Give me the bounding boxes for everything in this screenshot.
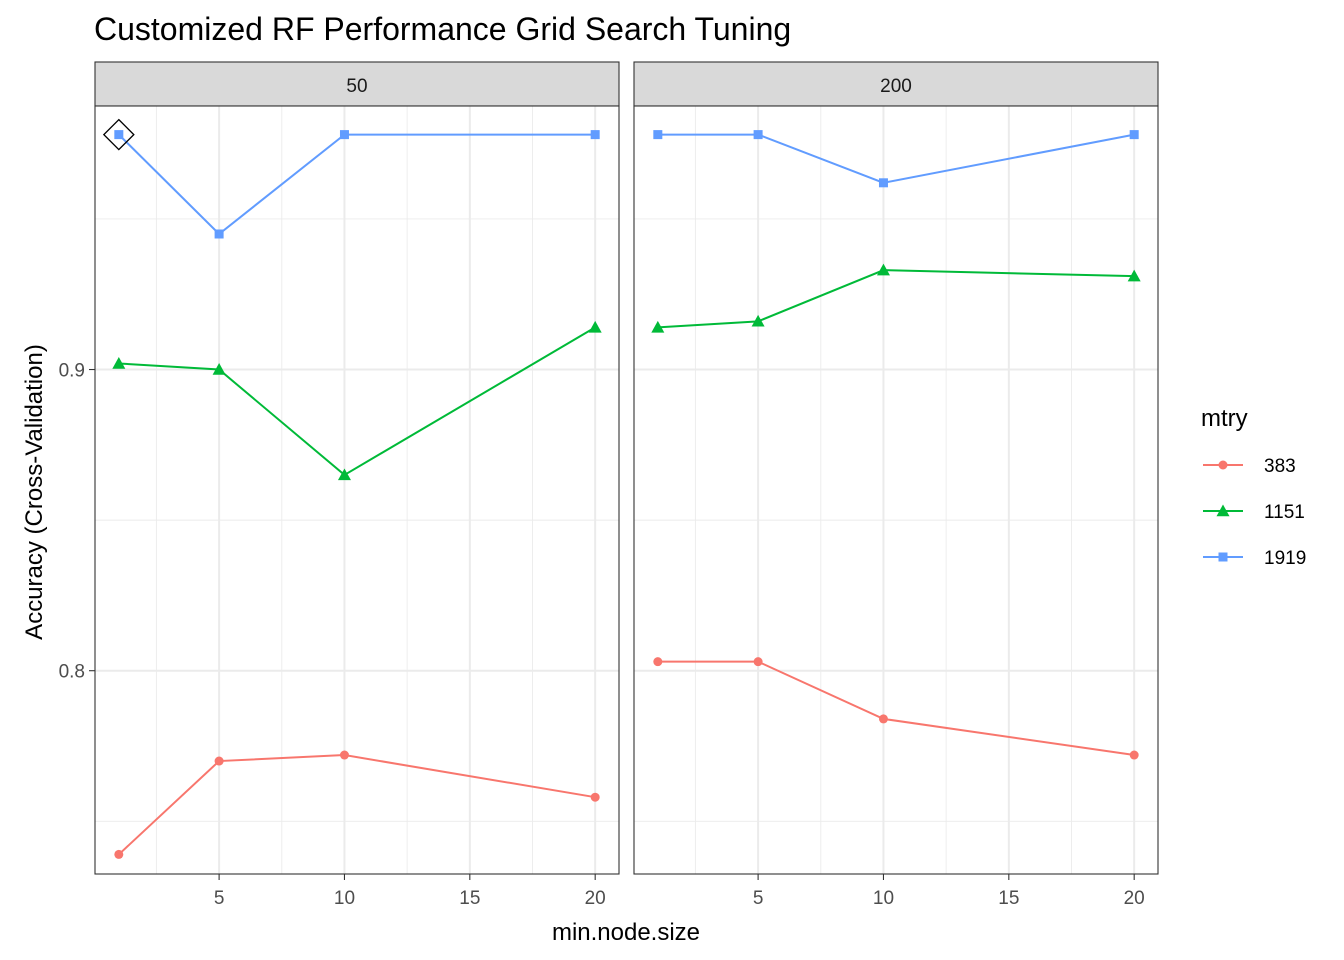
x-tick-label: 20: [585, 888, 606, 909]
data-point-1151: [337, 468, 351, 481]
chart-title: Customized RF Performance Grid Search Tu…: [94, 11, 791, 47]
series-line-383: [118, 754, 596, 856]
panel-border: [94, 105, 620, 875]
facet-strip-label: 200: [880, 76, 912, 97]
data-point-1919: [1129, 130, 1139, 140]
x-tick-label: 15: [459, 888, 480, 909]
legend-item-1151: 1151: [1203, 502, 1305, 523]
x-tick-label: 20: [1124, 888, 1145, 909]
facet-strip-label: 50: [346, 76, 367, 97]
facet-strip: [633, 61, 1159, 107]
y-tick-label: 0.9: [59, 361, 85, 382]
panel-border: [633, 105, 1159, 875]
data-point-383: [653, 657, 663, 667]
data-point-383: [214, 756, 224, 766]
plot-background: [95, 106, 619, 874]
series-line-1919: [118, 133, 596, 236]
data-point-1919: [878, 178, 888, 188]
data-point-1151: [112, 357, 126, 369]
data-point-1151: [588, 320, 602, 333]
data-point-1151: [212, 363, 226, 375]
x-tick-label: 10: [873, 888, 894, 909]
data-point-1919: [590, 130, 600, 140]
legend-label: 383: [1264, 456, 1296, 477]
data-point-1919: [339, 130, 349, 140]
legend-key-marker: [1218, 460, 1228, 470]
legend-label: 1151: [1264, 502, 1305, 523]
data-point-383: [114, 849, 124, 859]
data-point-1151: [651, 320, 665, 333]
x-tick-label: 10: [334, 888, 355, 909]
plot-background: [634, 106, 1158, 874]
best-result-marker: [102, 118, 135, 151]
data-point-1151: [876, 263, 890, 276]
facet-strip: [94, 61, 620, 107]
x-tick-label: 5: [214, 888, 225, 909]
x-tick-label: 15: [998, 888, 1019, 909]
data-point-1151: [751, 314, 765, 327]
data-point-1919: [114, 130, 124, 140]
series-line-1919: [657, 133, 1135, 184]
data-point-383: [590, 792, 600, 802]
data-point-1919: [653, 130, 663, 140]
legend: mtry 383 1151 1919: [1201, 405, 1306, 569]
legend-key-marker: [1216, 504, 1230, 517]
legend-item-1919: 1919: [1203, 548, 1306, 569]
x-tick-label: 5: [753, 888, 764, 909]
facet-panels: 50 5 10 15 20 0.8 0.9 200 5 10 15 20: [59, 61, 1159, 909]
series-line-383: [657, 660, 1135, 757]
data-point-383: [339, 750, 349, 760]
y-tick-label: 0.8: [59, 662, 85, 683]
y-axis-label: Accuracy (Cross-Validation): [21, 344, 48, 640]
series-line-1151: [118, 326, 596, 477]
legend-title: mtry: [1201, 405, 1248, 432]
facet-panel-200: 200 5 10 15 20: [633, 61, 1159, 909]
series-line-1151: [657, 269, 1135, 329]
data-point-1919: [753, 130, 763, 140]
data-point-1919: [214, 229, 224, 239]
facet-panel-50: 50 5 10 15 20 0.8 0.9: [59, 61, 620, 909]
legend-label: 1919: [1264, 548, 1306, 569]
data-point-383: [1129, 750, 1139, 760]
legend-key-marker: [1218, 552, 1228, 562]
x-axis-label: min.node.size: [552, 919, 700, 946]
data-point-383: [878, 714, 888, 724]
data-point-1151: [1127, 269, 1141, 282]
data-point-383: [753, 657, 763, 667]
legend-item-383: 383: [1203, 456, 1296, 477]
